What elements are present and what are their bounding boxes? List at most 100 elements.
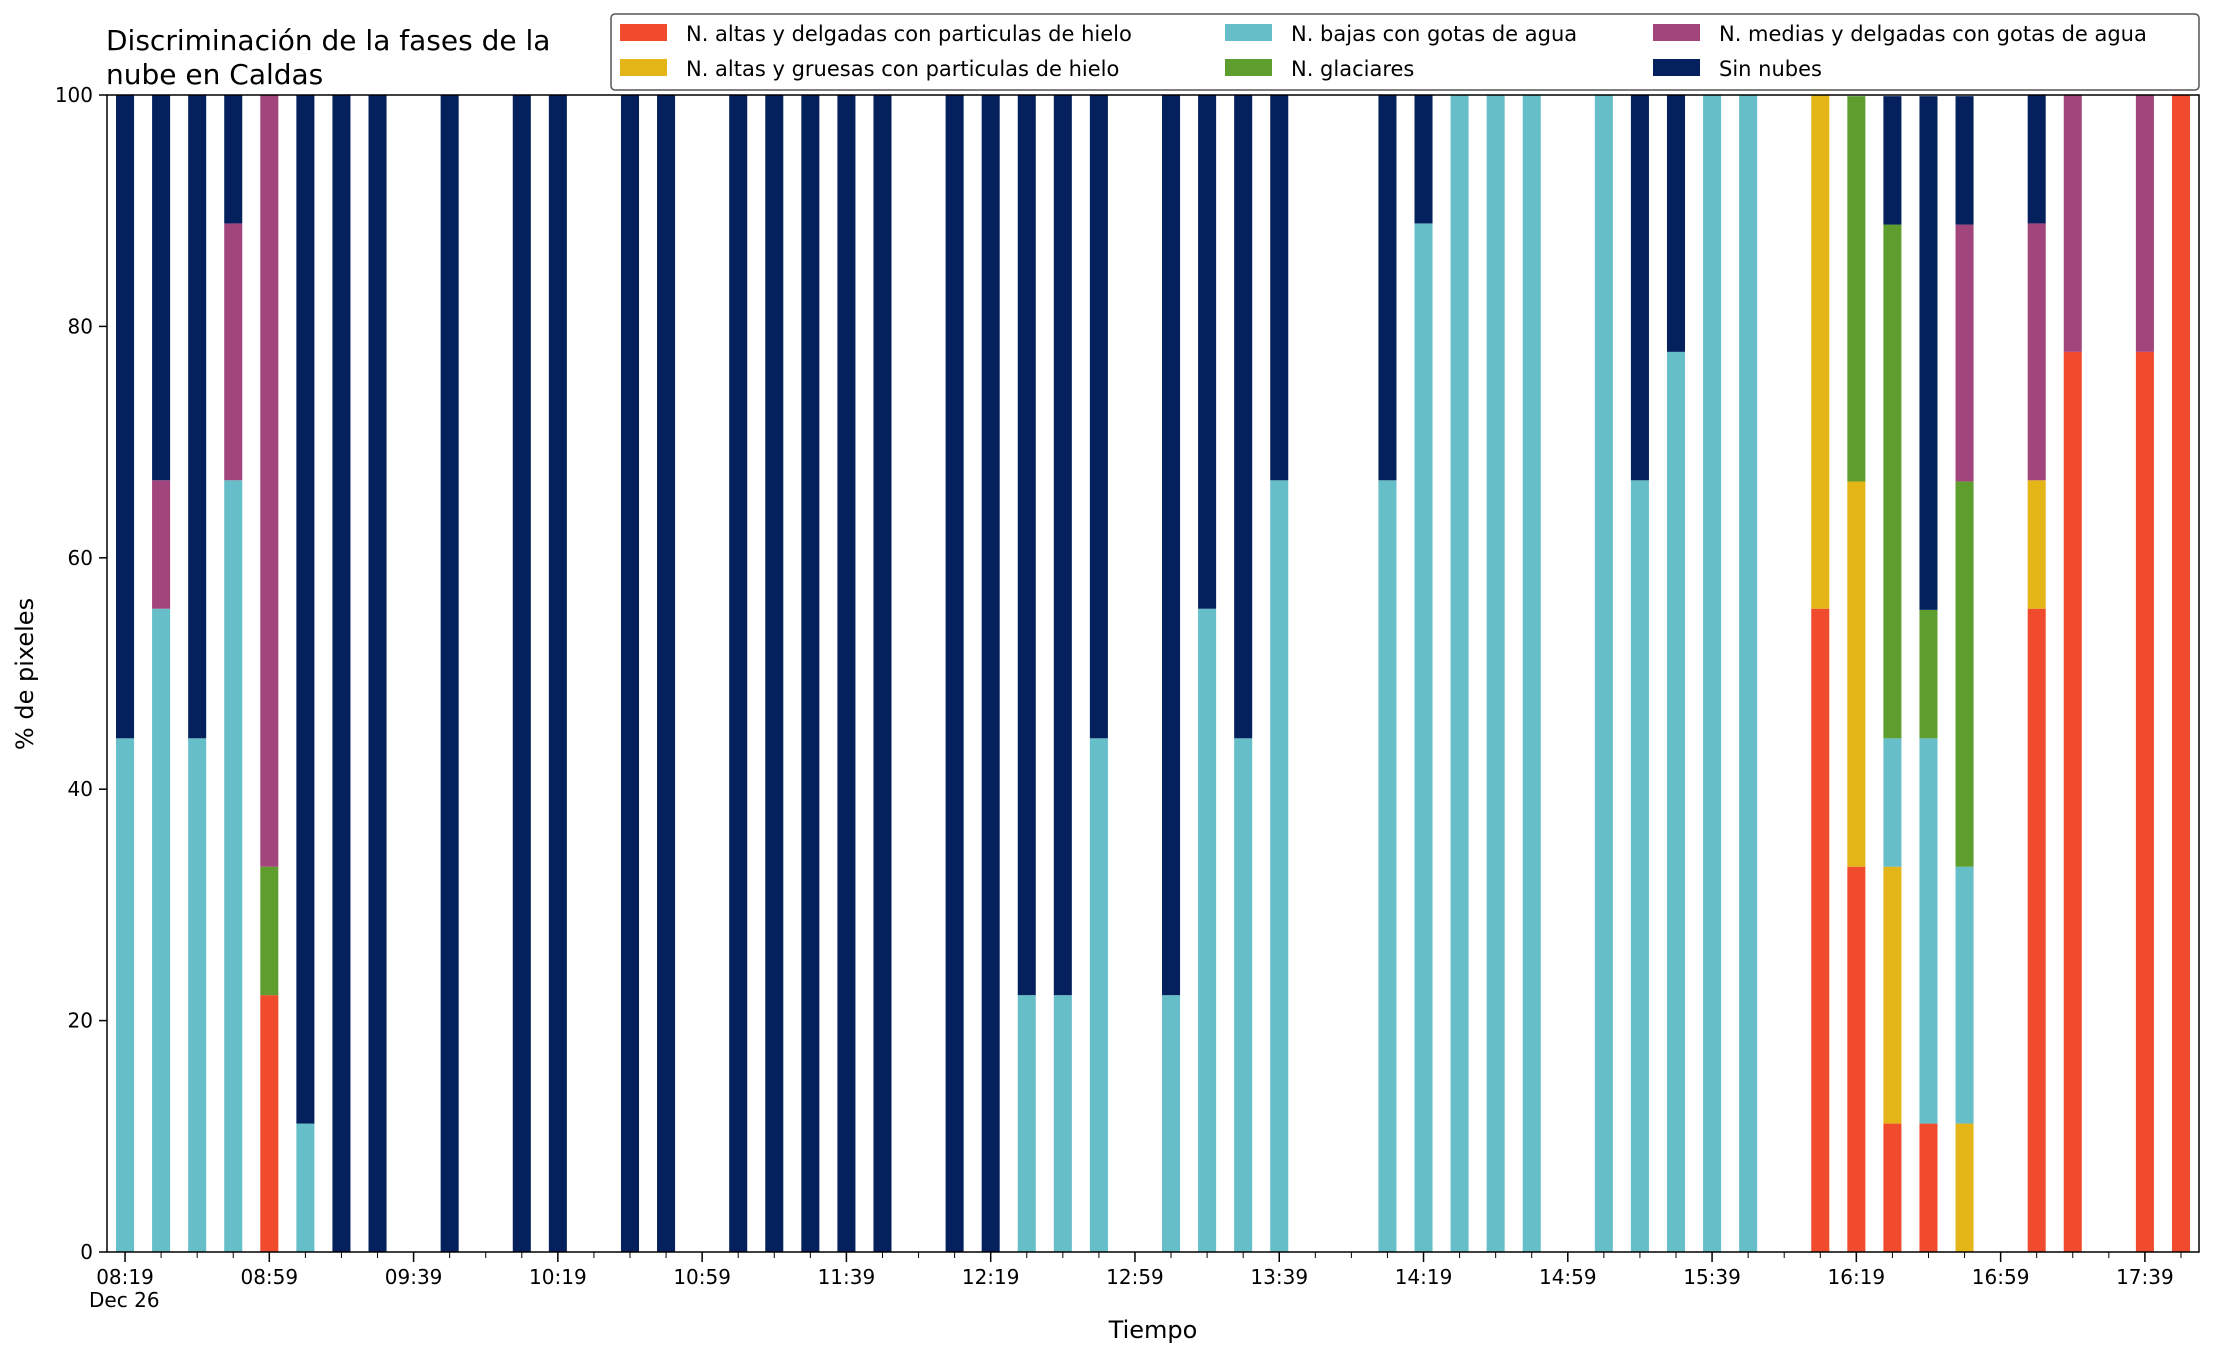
legend-label: N. glaciares	[1291, 57, 1414, 81]
bar-segment	[2027, 480, 2046, 609]
bar-segment	[2171, 95, 2190, 1252]
bar-segment	[2027, 608, 2046, 1252]
bar-segment	[1847, 481, 1866, 867]
x-date-label: Dec 26	[89, 1288, 160, 1312]
bar-segment	[1883, 738, 1902, 867]
bar-segment	[1162, 95, 1181, 996]
x-tick-label: 17:39	[2116, 1265, 2174, 1289]
bar-segment	[1883, 1123, 1902, 1252]
bar-segment	[2063, 95, 2082, 352]
legend-swatch	[1653, 59, 1700, 76]
bar-segment	[801, 95, 820, 1252]
bar-segment	[1883, 96, 1902, 225]
bar-segment	[1955, 481, 1974, 867]
bar-segment	[260, 95, 279, 867]
y-axis-label: % de pixeles	[11, 598, 39, 750]
legend-swatch	[1225, 59, 1272, 76]
bar-segment	[1234, 738, 1253, 1252]
legend-swatch	[620, 59, 667, 76]
bar-segment	[1017, 995, 1036, 1252]
legend-label: N. altas y delgadas con particulas de hi…	[686, 22, 1132, 46]
bar-segment	[1847, 96, 1866, 482]
bar-segment	[1270, 480, 1289, 1252]
bar-segment	[440, 95, 459, 1252]
y-tick-label: 0	[80, 1240, 93, 1264]
bar-segment	[1666, 351, 1686, 1252]
y-axis-ticks: 0 20 40 60 80 100	[55, 83, 107, 1264]
x-tick-label: 13:39	[1250, 1265, 1308, 1289]
bar-segment	[620, 95, 640, 1252]
bar-segment	[296, 95, 315, 1124]
bar-segment	[1486, 95, 1505, 1252]
bar-segment	[188, 738, 207, 1252]
bar-segment	[260, 995, 279, 1252]
legend-label: N. bajas con gotas de agua	[1291, 22, 1577, 46]
bar-segment	[1955, 866, 1974, 1124]
legend-label: N. medias y delgadas con gotas de agua	[1719, 22, 2147, 46]
y-tick-label: 20	[68, 1009, 93, 1033]
legend-label: Sin nubes	[1719, 57, 1822, 81]
x-tick-label: 08:19	[96, 1265, 154, 1289]
bar-segment	[1739, 95, 1758, 1252]
bar-segment	[368, 95, 387, 1252]
bar-segment	[296, 1123, 315, 1252]
bar-segment	[1162, 995, 1181, 1252]
y-tick-label: 40	[68, 777, 93, 801]
bar-segment	[1811, 95, 1830, 609]
bar-segment	[1017, 95, 1036, 996]
bar-segment	[1378, 480, 1397, 1252]
x-tick-label: 11:39	[818, 1265, 876, 1289]
bar-segment	[260, 866, 279, 996]
x-tick-label: 14:19	[1395, 1265, 1453, 1289]
bar-segment	[1414, 223, 1433, 1252]
bar-segment	[2135, 351, 2154, 1252]
bar-segment	[512, 95, 531, 1252]
legend: N. altas y delgadas con particulas de hi…	[610, 13, 2200, 91]
x-tick-label: 16:19	[1828, 1265, 1886, 1289]
bar-segment	[945, 95, 964, 1252]
bar-segment	[1919, 738, 1938, 1124]
chart-title: Discriminación de la fases de la nube en…	[106, 24, 559, 91]
bar-segment	[152, 480, 171, 609]
bar-segment	[332, 95, 351, 1252]
plot-frame	[106, 94, 2200, 1253]
x-tick-label: 10:59	[673, 1265, 731, 1289]
bar-segment	[152, 95, 171, 481]
x-tick-label: 12:59	[1106, 1265, 1164, 1289]
bar-segment	[1270, 95, 1289, 481]
bar-segment	[152, 608, 171, 1252]
bar-segment	[765, 95, 784, 1252]
bar-segment	[873, 95, 892, 1252]
legend-label: N. altas y gruesas con particulas de hie…	[686, 57, 1119, 81]
bar-segment	[1089, 95, 1108, 739]
chart-title-line-1: Discriminación de la fases de la	[106, 24, 550, 57]
x-axis-label: Tiempo	[1108, 1316, 1198, 1344]
bar-segment	[224, 223, 243, 481]
bar-segment	[548, 95, 567, 1252]
bar-segment	[1450, 95, 1469, 1252]
bar-segment	[837, 95, 856, 1252]
bar-segment	[1089, 738, 1108, 1252]
legend-swatch	[1225, 24, 1272, 41]
bar-segment	[1955, 224, 1974, 482]
y-tick-label: 80	[68, 314, 93, 338]
legend-box	[610, 13, 2200, 91]
bar-segment	[1666, 95, 1686, 352]
bar-segment	[1919, 609, 1938, 739]
bar-segment	[224, 95, 243, 224]
bar-segment	[1630, 480, 1649, 1252]
bar-segment	[1630, 95, 1649, 481]
legend-swatch	[620, 24, 667, 41]
bar-segment	[1919, 96, 1938, 610]
x-tick-label: 09:39	[385, 1265, 443, 1289]
bar-segment	[1919, 1123, 1938, 1252]
x-tick-label: 16:59	[1972, 1265, 2030, 1289]
x-tick-label: 12:19	[962, 1265, 1020, 1289]
bar-segment	[1594, 95, 1613, 1252]
y-tick-label: 60	[68, 546, 93, 570]
legend-swatch	[1653, 24, 1700, 41]
bar-segment	[2027, 95, 2046, 224]
